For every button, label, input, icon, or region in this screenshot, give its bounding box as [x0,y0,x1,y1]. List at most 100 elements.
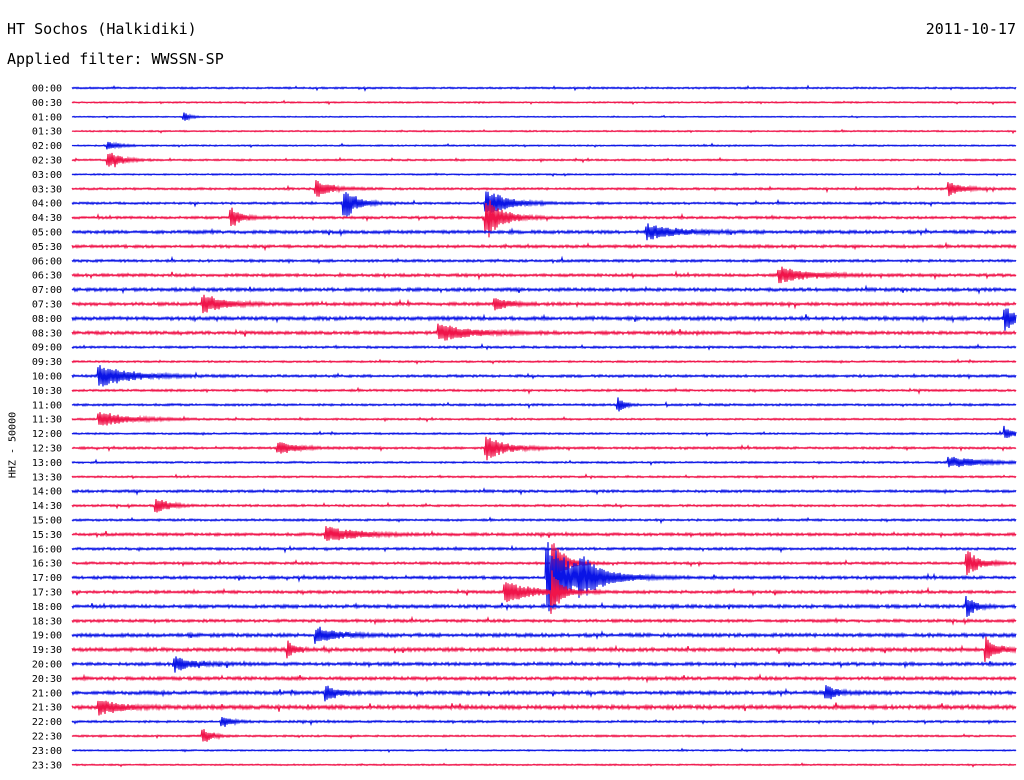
trace-line [71,128,1017,135]
trace-line [71,397,1017,412]
trace-line [71,544,1017,554]
trace-line [71,499,1017,513]
row-time-label: 12:00 [32,429,62,440]
trace-line [71,542,1017,612]
trace-line [71,266,1017,284]
row-time-label: 19:30 [32,645,62,656]
row-time-label: 06:30 [32,271,62,282]
trace-line [71,308,1017,331]
trace-line [71,358,1017,365]
row-time-label: 00:00 [32,84,62,95]
trace-line [71,99,1017,106]
trace-line [71,700,1017,716]
row-time-label: 01:30 [32,127,62,138]
trace-line [71,255,1017,265]
trace-line [71,526,1017,541]
row-time-label: 16:30 [32,559,62,570]
trace-line [71,284,1017,295]
row-time-label: 07:00 [32,285,62,296]
row-time-label: 17:00 [32,573,62,584]
trace-line [71,717,1017,727]
row-time-label: 14:30 [32,501,62,512]
trace-line [71,112,1017,122]
trace-line [71,595,1017,617]
trace-line [71,762,1017,768]
row-time-label: 05:00 [32,228,62,239]
trace-line [71,241,1017,252]
trace-line [71,152,1017,168]
row-time-label: 19:00 [32,631,62,642]
trace-line [71,200,1017,238]
row-time-label: 07:30 [32,300,62,311]
row-time-label: 18:00 [32,602,62,613]
trace-line [71,365,1017,387]
row-time-label: 04:00 [32,199,62,210]
row-time-label: 11:00 [32,400,62,411]
trace-line [71,615,1017,626]
trace-line [71,425,1017,438]
trace-line [71,487,1017,496]
trace-line [71,570,1017,614]
row-time-label: 15:00 [32,516,62,527]
station-title: HT Sochos (Halkidiki) [7,20,197,38]
trace-line [71,171,1017,177]
row-time-label: 12:30 [32,444,62,455]
row-time-label: 17:30 [32,588,62,599]
row-time-label: 02:30 [32,156,62,167]
row-time-label: 21:30 [32,703,62,714]
row-time-label: 21:00 [32,688,62,699]
row-time-label: 08:30 [32,328,62,339]
trace-line [71,636,1017,662]
trace-line [71,180,1017,197]
row-time-label: 13:30 [32,472,62,483]
trace-line [71,84,1017,92]
trace-line [71,656,1017,673]
trace-line [71,626,1017,644]
row-time-label: 18:30 [32,616,62,627]
trace-line [71,223,1017,241]
trace-line [71,685,1017,702]
filter-label: Applied filter: WWSSN-SP [7,50,224,68]
row-time-label: 20:30 [32,674,62,685]
row-time-label: 10:00 [32,372,62,383]
row-time-label: 16:00 [32,544,62,555]
row-time-label: 09:30 [32,357,62,368]
trace-line [71,323,1017,341]
row-time-label: 06:00 [32,256,62,267]
time-tick-labels: 00:00 00:30 01:00 01:30 02:00 02:30 03:00 03:30… [32,84,62,772]
row-time-label: 10:30 [32,386,62,397]
row-time-label: 11:30 [32,415,62,426]
row-time-label: 01:00 [32,112,62,123]
trace-line [71,436,1017,461]
trace-line [71,516,1017,525]
date-label: 2011-10-17 [925,20,1016,38]
trace-line [71,543,1017,584]
trace-line [71,191,1017,217]
trace-line [71,729,1017,742]
trace-line [71,412,1017,426]
row-time-label: 09:00 [32,343,62,354]
row-time-label: 04:30 [32,213,62,224]
row-time-label: 23:00 [32,746,62,757]
row-time-label: 00:30 [32,98,62,109]
row-time-label: 22:00 [32,717,62,728]
row-time-label: 23:30 [32,760,62,771]
row-time-label: 20:00 [32,660,62,671]
row-time-label: 03:30 [32,184,62,195]
row-time-label: 08:00 [32,314,62,325]
trace-line [71,473,1017,480]
row-time-label: 13:00 [32,458,62,469]
trace-line [71,673,1017,684]
trace-line [71,747,1017,754]
trace-line [71,294,1017,314]
row-time-label: 03:00 [32,170,62,181]
row-time-label: 05:30 [32,242,62,253]
row-time-label: 02:00 [32,141,62,152]
trace-line [71,386,1017,395]
trace-line [71,141,1017,150]
seismic-traces [71,84,1017,768]
row-time-label: 22:30 [32,732,62,743]
trace-line [71,456,1017,468]
trace-line [71,343,1017,351]
